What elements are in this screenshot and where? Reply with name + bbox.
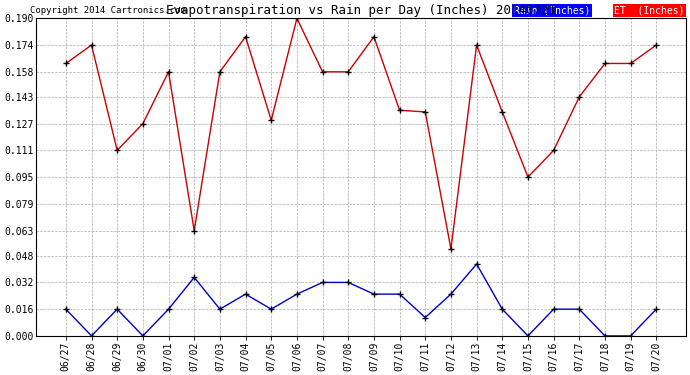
Text: Rain (Inches): Rain (Inches) [514, 5, 590, 15]
Title: Evapotranspiration vs Rain per Day (Inches) 20140721: Evapotranspiration vs Rain per Day (Inch… [166, 4, 556, 17]
Text: ET  (Inches): ET (Inches) [614, 5, 685, 15]
Text: Copyright 2014 Cartronics.com: Copyright 2014 Cartronics.com [30, 6, 186, 15]
